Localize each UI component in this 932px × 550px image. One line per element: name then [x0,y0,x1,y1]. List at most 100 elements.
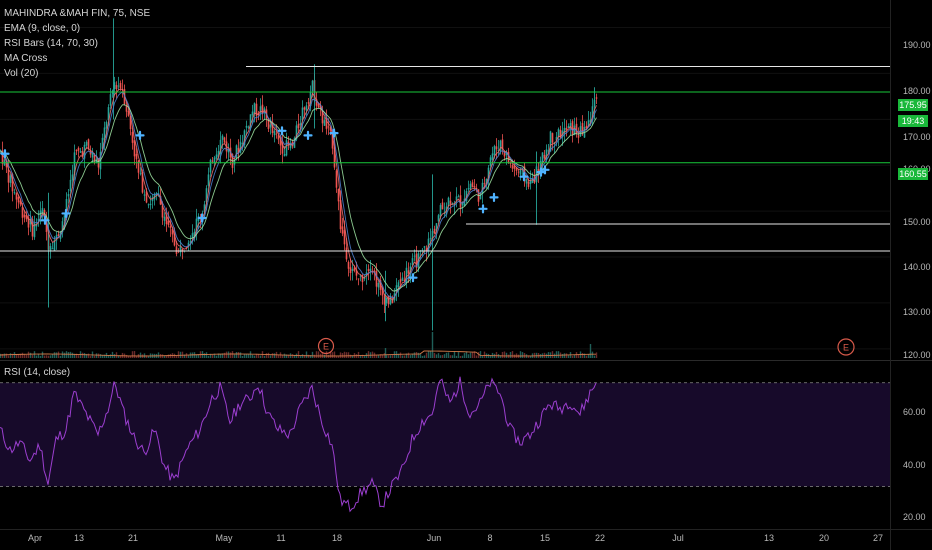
candle-body [211,160,214,162]
volume-bar [425,352,428,358]
candle-body [35,224,38,227]
candle-body [377,282,380,288]
volume-bar [523,353,526,358]
horizontal-levels[interactable] [0,66,890,252]
volume-bar [23,353,26,358]
candle-body [113,82,116,90]
rsi-tick: 40.00 [903,460,926,470]
candle-body [501,139,504,149]
candle-body [305,105,308,111]
candle-body [369,268,372,272]
volume-bar [139,352,142,358]
rsi-axis[interactable]: 60.00 40.00 20.00 [903,407,926,522]
time-tick: 15 [540,533,550,543]
time-axis[interactable]: Apr 13 21 May 11 18 Jun 8 15 22 Jul 13 2… [0,529,932,544]
candle-body [441,202,444,210]
candle-body [259,106,262,113]
earnings-label: E [323,342,329,352]
volume-bar [397,353,400,358]
volume-bar [453,351,456,358]
candle-body [107,107,110,120]
ma-cross-marker [40,215,50,225]
candle-body [75,149,78,152]
earnings-marker-1[interactable]: E [317,337,335,355]
volume-bar [407,352,410,358]
candle-body [191,233,194,238]
candle-body [457,196,460,198]
candle-body [307,102,310,104]
legend-ma-cross[interactable]: MA Cross [4,53,48,64]
volume-bar [287,354,290,358]
volume-bar [3,353,6,358]
candle-body [541,152,544,165]
legend-ema[interactable]: EMA (9, close, 0) [4,23,81,34]
volume-bar [495,351,498,358]
volume-bar [83,353,86,358]
volume-bar [405,353,408,358]
volume-bar [283,353,286,358]
candle-body [27,217,30,228]
rsi-pane[interactable] [0,376,890,513]
volume-bar [239,352,242,358]
ma-slow-line [0,104,597,292]
candle-body [359,275,362,277]
candle-body [323,120,326,126]
price-pane[interactable]: E E [0,18,890,358]
candle-body [65,199,68,216]
volume-bar [291,354,294,358]
volume-bar [445,352,448,358]
volume-bar [233,354,236,358]
candle-body [493,146,496,156]
candle-body [185,247,188,248]
candle-body [469,183,472,190]
symbol-title[interactable]: MAHINDRA &MAH FIN, 75, NSE [4,8,151,19]
time-tick: 20 [819,533,829,543]
candle-body [161,205,164,218]
volume-bar [135,355,138,358]
legend-rsi-bars[interactable]: RSI Bars (14, 70, 30) [4,38,98,49]
candle-body [195,218,198,232]
volume-bar [231,351,234,358]
volume-bar [519,351,522,358]
candle-body [577,135,580,138]
candle-body [239,141,242,153]
legend-volume[interactable]: Vol (20) [4,68,39,79]
candle-body [357,278,360,280]
last-price-badge [898,99,928,111]
chart-legend[interactable]: MAHINDRA &MAH FIN, 75, NSE EMA (9, close… [4,6,150,81]
volume-bar [363,355,366,358]
volume-bar [449,355,452,358]
candlesticks[interactable] [0,18,598,331]
candle-body [595,97,598,99]
price-axis[interactable]: 190.00 180.00 170.00 160.00 150.00 140.0… [890,0,931,550]
volume-bar [285,354,288,358]
volume-bar [223,352,226,358]
volume-bar [25,354,28,358]
volume-bar [247,354,250,358]
candle-body [449,200,452,204]
candle-body [235,145,238,159]
volume-bar [27,351,30,358]
candle-body [459,195,462,208]
candle-body [499,140,502,151]
volume-bar [551,351,554,358]
candle-body [105,121,108,129]
time-tick: 8 [487,533,492,543]
rsi-legend[interactable]: RSI (14, close) [4,367,71,378]
earnings-marker-2[interactable]: E [837,338,855,356]
candle-body [351,269,354,271]
candle-body [67,194,70,197]
candle-body [347,262,350,269]
candle-body [547,150,550,152]
volume-bar [305,351,308,358]
volume-bar [471,351,474,358]
candle-body [277,135,280,140]
candle-body [217,150,220,157]
earnings-circle [837,338,855,356]
volume-bar [511,351,514,358]
price-tick: 140.00 [903,262,931,272]
candle-body [311,80,314,92]
candle-body [163,216,166,221]
volume-bar [205,352,208,358]
